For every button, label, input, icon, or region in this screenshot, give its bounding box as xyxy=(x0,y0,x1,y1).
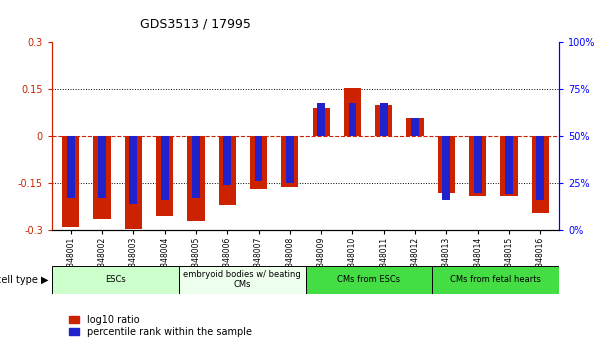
Bar xyxy=(433,266,559,294)
Bar xyxy=(375,105,392,136)
Bar xyxy=(255,136,263,181)
Bar xyxy=(317,103,325,136)
Bar xyxy=(380,103,387,136)
Bar xyxy=(442,136,450,200)
Bar xyxy=(98,136,106,198)
Bar xyxy=(93,136,111,219)
Bar xyxy=(474,136,481,193)
Bar xyxy=(224,136,231,185)
Bar xyxy=(219,136,236,205)
Bar xyxy=(67,136,75,198)
Bar xyxy=(505,136,513,194)
Bar xyxy=(156,136,174,216)
Bar xyxy=(161,136,169,200)
Bar xyxy=(406,118,423,136)
Text: embryoid bodies w/ beating
CMs: embryoid bodies w/ beating CMs xyxy=(183,270,301,289)
Text: ESCs: ESCs xyxy=(105,275,126,284)
Text: CMs from ESCs: CMs from ESCs xyxy=(337,275,400,284)
Bar xyxy=(179,266,306,294)
Bar xyxy=(536,136,544,200)
Bar xyxy=(532,136,549,213)
Bar xyxy=(313,108,330,136)
Bar xyxy=(188,136,205,221)
Bar xyxy=(286,136,294,183)
Text: GDS3513 / 17995: GDS3513 / 17995 xyxy=(140,17,251,30)
Bar xyxy=(192,136,200,198)
Text: cell type ▶: cell type ▶ xyxy=(0,275,49,285)
Bar xyxy=(344,88,361,136)
Bar xyxy=(62,136,79,227)
Bar xyxy=(130,136,137,204)
Bar xyxy=(411,118,419,136)
Bar xyxy=(125,136,142,229)
Bar xyxy=(500,136,518,196)
Bar xyxy=(52,266,179,294)
Bar xyxy=(306,266,433,294)
Bar xyxy=(250,136,267,189)
Text: CMs from fetal hearts: CMs from fetal hearts xyxy=(450,275,541,284)
Bar xyxy=(469,136,486,196)
Bar xyxy=(437,136,455,193)
Bar xyxy=(348,103,356,136)
Legend: log10 ratio, percentile rank within the sample: log10 ratio, percentile rank within the … xyxy=(69,315,252,337)
Bar xyxy=(281,136,298,187)
